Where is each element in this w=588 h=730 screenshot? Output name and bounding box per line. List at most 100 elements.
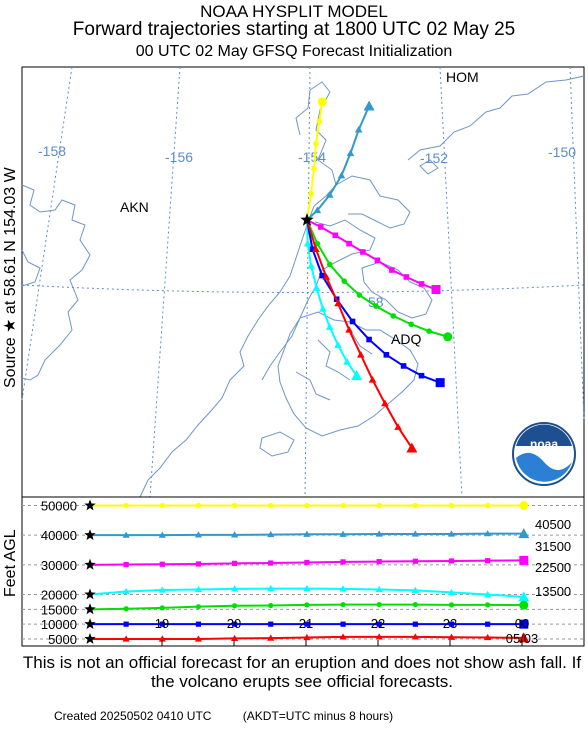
meridian-line [149,66,181,498]
height-series-marker [303,584,311,592]
height-series-marker [303,530,311,537]
x-tick-label: 05/03 [506,631,539,646]
height-series-marker [519,600,529,610]
height-series-marker [339,585,347,592]
height-series-marker [232,603,238,609]
height-series-marker [123,502,129,509]
noaa-logo: noaa [512,422,576,486]
height-series-marker [232,621,238,627]
trajectory-marker [313,140,319,147]
height-series-marker [376,502,382,509]
trajectory-marker [408,321,414,328]
height-series-marker [484,530,492,537]
trajectory-line [306,219,413,449]
height-series [89,501,530,643]
height-series-marker [376,601,382,608]
trajectory-marker [356,292,363,298]
height-series-marker [268,621,274,627]
trajectory-marker [349,318,356,325]
trajectory-marker [316,118,323,125]
trajectory-marker [400,363,407,369]
coast-kenai [407,75,585,161]
coast-mainland-west [21,184,91,381]
height-series-marker [448,602,455,608]
meridian-line [21,66,73,401]
height-series-marker [267,634,275,641]
trajectory-marker [368,376,377,383]
trajectory-marker [345,326,353,333]
height-series-marker [519,501,529,510]
trajectory-marker [381,399,389,407]
trajectory-marker [318,224,324,230]
y-tick-label: 20000 [41,588,77,603]
height-series-marker [123,561,129,568]
trajectory-marker [337,171,346,179]
trajectory-marker [360,249,366,255]
height-series-marker [304,502,310,509]
longitude-label: -150 [548,144,576,160]
y-axis-label: Feet AGL [2,529,19,597]
height-series-marker [303,633,311,641]
height-series-marker [232,560,238,566]
height-source-star [84,603,96,615]
height-series-marker [411,586,419,593]
model-info: 00 UTC 02 May GFSQ Forecast Initializati… [135,43,453,60]
trajectory-marker [394,423,402,430]
y-tick-label: 15000 [41,602,77,617]
map-labels: -158 -156 -154 -152 -150 58 AKN HOM ADQ [38,69,576,347]
coast-peninsula [139,81,337,498]
height-source-star [84,633,96,644]
trajectory-marker [389,267,395,273]
trajectory-marker [326,261,333,268]
height-series-marker [123,606,129,612]
graticule [21,66,585,498]
trajectory-marker [403,274,410,280]
height-series-marker [485,621,491,627]
height-series-marker [159,502,165,509]
right-height-label: 40500 [535,517,571,532]
noaa-logo-wave [516,452,572,482]
created-timestamp: Created 20250502 0410 UTC [54,709,212,723]
height-series-marker [375,633,383,640]
trajectory-marker [418,281,425,287]
height-series-marker [122,531,130,538]
trajectory-line [306,101,324,221]
height-series-marker [122,635,130,642]
height-series-marker [267,584,275,592]
trajectory-line [306,219,437,291]
trajectory-marker [319,272,325,279]
y-tick-label: 50000 [41,499,77,514]
trajectory-marker [314,240,321,247]
right-height-label: 13500 [535,584,571,599]
noaa-logo-text: noaa [530,437,558,451]
height-series-marker [340,621,346,627]
height-series-marker [412,601,418,608]
height-series-marker [411,633,419,640]
trajectory-marker [312,245,320,252]
coast-mainland-bristol [21,249,41,287]
place-label: HOM [446,69,479,85]
height-series-marker [340,559,346,565]
trajectory-marker [313,206,322,214]
place-label: AKN [120,199,149,215]
x-tick-label: 20 [227,616,241,631]
height-series-marker [231,531,239,538]
height-series-marker [304,602,310,608]
chart-frame: -158 -156 -154 -152 -150 58 AKN HOM ADQ noaa 500… [21,66,585,647]
height-series-marker [448,621,455,627]
right-height-label: 22500 [535,560,571,575]
trajectory-marker [308,190,314,197]
trajectory-marker [366,336,372,343]
height-series-marker [123,621,129,627]
height-series-marker [485,602,491,608]
source-location-label: Source ★ at 58.61 N 154.03 W [2,166,19,388]
height-series-marker [519,555,529,565]
height-series-marker [447,530,456,537]
height-series-marker [518,632,530,643]
height-series-marker [195,604,202,610]
trajectory-marker [332,232,339,239]
height-series-marker [339,530,347,537]
height-series-marker [158,531,166,538]
trajectory-marker [317,97,327,107]
trajectory-marker [383,352,390,358]
